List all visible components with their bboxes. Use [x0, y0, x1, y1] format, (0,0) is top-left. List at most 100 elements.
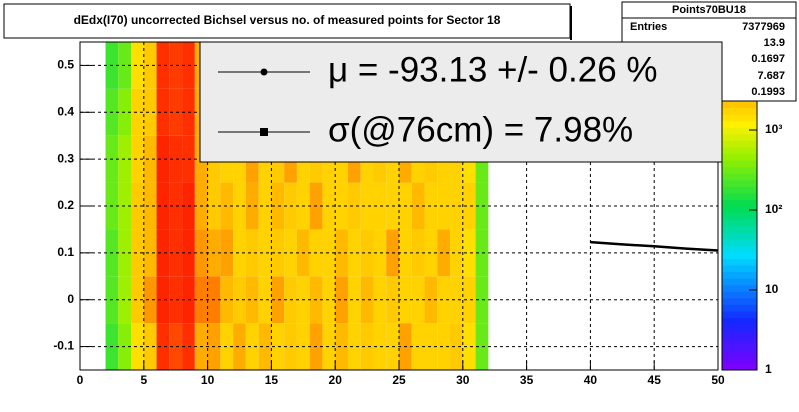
cell	[169, 42, 183, 89]
cell	[462, 276, 476, 324]
colorbar-step	[722, 199, 757, 207]
colorbar-step	[722, 212, 757, 220]
colorbar-step	[722, 278, 757, 286]
y-tick-label: 0.4	[57, 104, 74, 118]
cell	[131, 323, 144, 370]
colorbar-step	[722, 317, 757, 325]
colorbar-step	[722, 160, 757, 168]
x-tick-label: 0	[77, 373, 84, 387]
colorbar-step	[722, 330, 757, 338]
cell	[475, 276, 489, 324]
cell	[233, 276, 246, 324]
colorbar-step	[722, 284, 757, 292]
colorbar-step	[722, 179, 757, 187]
cell	[360, 182, 374, 230]
cell	[347, 276, 361, 324]
cell	[258, 182, 272, 230]
colorbar-step	[722, 107, 757, 115]
cell	[169, 88, 183, 136]
z-tick-label: 10²	[765, 202, 782, 216]
cell	[143, 135, 157, 183]
colorbar-step	[722, 251, 757, 259]
x-tick-label: 25	[392, 373, 406, 387]
colorbar-step	[722, 310, 757, 319]
line	[590, 240, 719, 252]
cell	[131, 229, 144, 277]
cell	[156, 276, 170, 324]
title-box	[3, 3, 571, 39]
colorbar-step	[722, 101, 757, 109]
colorbar-step	[722, 225, 757, 233]
cell	[156, 135, 170, 183]
cell	[271, 229, 285, 277]
cell	[131, 182, 144, 230]
cell	[258, 229, 272, 277]
cell	[245, 182, 259, 230]
stats-value: 0.1697	[751, 53, 785, 65]
cell	[450, 323, 463, 370]
colorbar-step	[722, 133, 757, 141]
colorbar-step	[722, 271, 757, 279]
cell	[169, 135, 183, 183]
cell	[475, 229, 489, 277]
cell	[131, 135, 144, 183]
legend-marker	[260, 128, 268, 136]
cell	[156, 323, 170, 370]
cell	[373, 276, 387, 324]
legend-label: σ(@76cm) = 7.98%	[328, 110, 633, 149]
y-tick-label: 0	[67, 292, 74, 306]
cell	[271, 182, 285, 230]
y-tick-label: 0.2	[57, 198, 74, 212]
cell	[245, 323, 259, 370]
colorbar-step	[722, 297, 757, 305]
z-tick-label: 1	[765, 362, 772, 376]
z-tick-label: 10	[765, 282, 779, 296]
cell	[156, 182, 170, 230]
cell	[245, 276, 259, 324]
cell	[335, 229, 348, 277]
cell	[143, 42, 157, 89]
overlay: dEdx(I70) uncorrected Bichsel versus no.…	[3, 1, 797, 163]
y-tick-label: -0.1	[53, 339, 74, 353]
colorbar-step	[722, 114, 757, 122]
cell	[143, 88, 157, 136]
cell	[143, 276, 157, 324]
y-tick-label: 0.5	[57, 58, 74, 72]
colorbar-step	[722, 258, 757, 266]
cell	[437, 229, 451, 277]
cell	[131, 88, 144, 136]
colorbar-step	[722, 166, 757, 174]
cell	[437, 276, 451, 324]
colorbar-step	[722, 153, 757, 161]
cell	[335, 276, 348, 324]
cell	[169, 229, 183, 277]
x-tick-label: 10	[201, 373, 215, 387]
colorbar-step	[722, 337, 757, 345]
cell	[450, 276, 463, 324]
cell	[156, 88, 170, 136]
colorbar-step	[722, 186, 757, 194]
cell	[131, 42, 144, 89]
x-tick-label: 40	[584, 373, 598, 387]
colorbar-step	[722, 146, 757, 155]
cell	[143, 229, 157, 277]
cell	[233, 229, 246, 277]
cell	[169, 182, 183, 230]
cell	[169, 276, 183, 324]
cell	[347, 182, 361, 230]
stats-value: 0.1993	[751, 86, 785, 98]
cell	[475, 323, 489, 370]
cell	[437, 323, 451, 370]
x-tick-label: 20	[329, 373, 343, 387]
cell	[373, 323, 387, 370]
legend-box	[199, 41, 723, 163]
x-tick-label: 30	[456, 373, 470, 387]
colorbar-step	[722, 140, 757, 148]
cell	[360, 229, 374, 277]
x-tick-label: 5	[140, 373, 147, 387]
cell	[450, 182, 463, 230]
stats-value: 7377969	[742, 21, 785, 33]
cell	[156, 229, 170, 277]
legend-label: μ = -93.13 +/- 0.26 %	[328, 50, 658, 89]
